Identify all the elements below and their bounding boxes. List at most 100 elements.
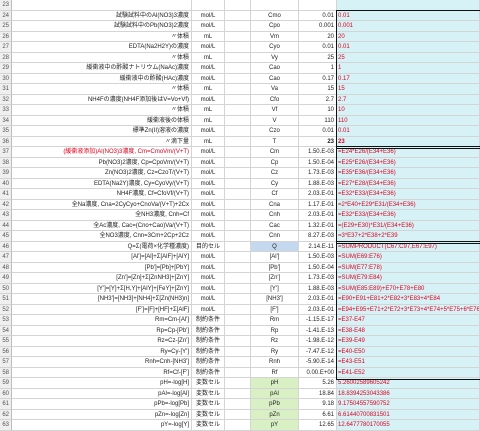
cell-value[interactable]: -1.98.E-12 <box>299 336 337 347</box>
cell-formula[interactable]: =2*E40+E29*E31/(E34+E36) <box>337 199 480 210</box>
cell-description[interactable]: 〃体積 <box>12 105 192 116</box>
cell-unit[interactable]: mL <box>192 84 225 95</box>
cell-blank[interactable] <box>225 283 251 294</box>
cell-symbol[interactable]: Cp <box>251 157 299 168</box>
row-number[interactable]: 56 <box>0 346 12 357</box>
cell-formula[interactable]: =E27*E28/(E34+E36) <box>337 178 480 189</box>
cell-unit[interactable]: mol/L <box>192 168 225 179</box>
cell-unit[interactable]: mol/L <box>192 178 225 189</box>
row-number[interactable]: 27 <box>0 42 12 53</box>
cell-blank[interactable] <box>225 126 251 137</box>
row-number[interactable]: 50 <box>0 283 12 294</box>
cell-blank[interactable] <box>225 357 251 368</box>
cell-symbol[interactable]: T <box>251 136 299 147</box>
cell-value[interactable]: 2.03.E-01 <box>299 210 337 221</box>
cell-description[interactable]: pAl=-log[Al] <box>12 388 192 399</box>
cell-formula[interactable]: =E38-E48 <box>337 325 480 336</box>
cell-description[interactable]: Rz=Cz-[Zn'] <box>12 336 192 347</box>
cell-symbol[interactable]: Vy <box>251 52 299 63</box>
cell-blank[interactable] <box>225 42 251 53</box>
cell-formula[interactable]: 25 <box>337 52 480 63</box>
cell-value[interactable]: 1.50.E-03 <box>299 147 337 158</box>
cell-formula[interactable]: =SUM(E69:E76) <box>337 252 480 263</box>
cell-blank[interactable] <box>225 220 251 231</box>
cell-symbol[interactable]: Vf <box>251 105 299 116</box>
row-number[interactable]: 42 <box>0 199 12 210</box>
cell-unit[interactable]: 制約条件 <box>192 315 225 326</box>
row-number[interactable]: 44 <box>0 220 12 231</box>
cell-formula[interactable]: =E94+E95+E71+2*E72+3*E73+4*E74+5*E75+6*E… <box>337 304 480 315</box>
cell-description[interactable]: 緩衝液後の体積 <box>12 115 192 126</box>
row-number[interactable]: 37 <box>0 147 12 158</box>
cell-unit[interactable]: 制約条件 <box>192 336 225 347</box>
cell-formula[interactable]: =3*E37+2*E38+2*E39 <box>337 231 480 242</box>
cell-symbol[interactable]: pZn <box>251 409 299 420</box>
cell-blank[interactable] <box>225 31 251 42</box>
cell-value[interactable]: 1.50.E-04 <box>299 157 337 168</box>
cell-blank[interactable] <box>225 199 251 210</box>
cell-description[interactable]: 標準Zn(II)溶液の濃度 <box>12 126 192 137</box>
cell-value[interactable]: 0.17 <box>299 73 337 84</box>
row-number[interactable]: 31 <box>0 84 12 95</box>
cell-value[interactable]: 1.88.E-03 <box>299 283 337 294</box>
cell-value[interactable]: 1.32.E-01 <box>299 220 337 231</box>
cell-formula[interactable]: 1 <box>337 63 480 74</box>
cell-symbol[interactable]: pY <box>251 420 299 431</box>
cell-description[interactable]: (緩衝液添加)Al(NO3)3濃度, Cm=CmoVm/(V+T) <box>12 147 192 158</box>
row-number[interactable]: 45 <box>0 231 12 242</box>
cell-symbol[interactable]: Va <box>251 84 299 95</box>
cell-unit[interactable]: mol/L <box>192 294 225 305</box>
cell-blank[interactable] <box>225 336 251 347</box>
cell-value[interactable]: 1.73.E-03 <box>299 273 337 284</box>
cell-blank[interactable] <box>225 115 251 126</box>
cell-blank[interactable] <box>225 346 251 357</box>
row-number[interactable]: 43 <box>0 210 12 221</box>
cell-formula[interactable]: =SUM(E79:E84) <box>337 273 480 284</box>
cell-description[interactable]: Q=Σ(電荷×化学種濃度) <box>12 241 192 252</box>
cell-unit[interactable]: 制約条件 <box>192 325 225 336</box>
cell-blank[interactable] <box>225 84 251 95</box>
cell-value[interactable]: 1.50.E-04 <box>299 262 337 273</box>
row-number[interactable]: 60 <box>0 388 12 399</box>
cell-value[interactable]: 25 <box>299 52 337 63</box>
cell-unit[interactable]: 変数セル <box>192 388 225 399</box>
row-number[interactable]: 63 <box>0 420 12 431</box>
cell-unit[interactable]: mol/L <box>192 304 225 315</box>
cell-value[interactable]: -5.90.E-14 <box>299 357 337 368</box>
row-number[interactable]: 51 <box>0 294 12 305</box>
cell-description[interactable]: 〃滴下量 <box>12 136 192 147</box>
cell-value[interactable]: 0.001 <box>299 21 337 32</box>
cell-blank[interactable] <box>225 0 251 11</box>
cell-blank[interactable] <box>225 378 251 389</box>
cell-symbol[interactable]: Cy <box>251 178 299 189</box>
cell-unit[interactable]: mol/L <box>192 283 225 294</box>
cell-symbol[interactable]: pAl <box>251 388 299 399</box>
cell-symbol[interactable]: Q <box>251 241 299 252</box>
cell-blank[interactable] <box>225 241 251 252</box>
cell-formula[interactable]: 12.6477780170055 <box>337 420 480 431</box>
cell-description[interactable]: 全NO3濃度, Cnn=3Cm+2Cp+2Cz <box>12 231 192 242</box>
cell-blank[interactable] <box>225 136 251 147</box>
row-number[interactable]: 48 <box>0 262 12 273</box>
cell-unit[interactable]: mol/L <box>192 147 225 158</box>
row-number[interactable]: 28 <box>0 52 12 63</box>
cell-blank[interactable] <box>225 73 251 84</box>
row-number[interactable]: 34 <box>0 115 12 126</box>
cell-unit[interactable]: mL <box>192 136 225 147</box>
cell-symbol[interactable]: Cyo <box>251 42 299 53</box>
cell-formula[interactable]: 0.01 <box>337 42 480 53</box>
cell-symbol[interactable]: Cao <box>251 63 299 74</box>
cell-unit[interactable]: mol/L <box>192 220 225 231</box>
cell-symbol[interactable]: Rm <box>251 315 299 326</box>
cell-description[interactable] <box>12 0 192 11</box>
cell-unit[interactable]: 変数セル <box>192 399 225 410</box>
cell-description[interactable]: pZn=-log[Zn] <box>12 409 192 420</box>
cell-formula[interactable]: 6.61440700831501 <box>337 409 480 420</box>
row-number[interactable]: 61 <box>0 399 12 410</box>
cell-blank[interactable] <box>225 388 251 399</box>
cell-symbol[interactable]: pPb <box>251 399 299 410</box>
cell-formula[interactable]: =E39-E49 <box>337 336 480 347</box>
cell-blank[interactable] <box>225 315 251 326</box>
cell-description[interactable]: [Zn']=[Zn]+Σ[ZnNH3]+[ZnY] <box>12 273 192 284</box>
cell-blank[interactable] <box>225 409 251 420</box>
